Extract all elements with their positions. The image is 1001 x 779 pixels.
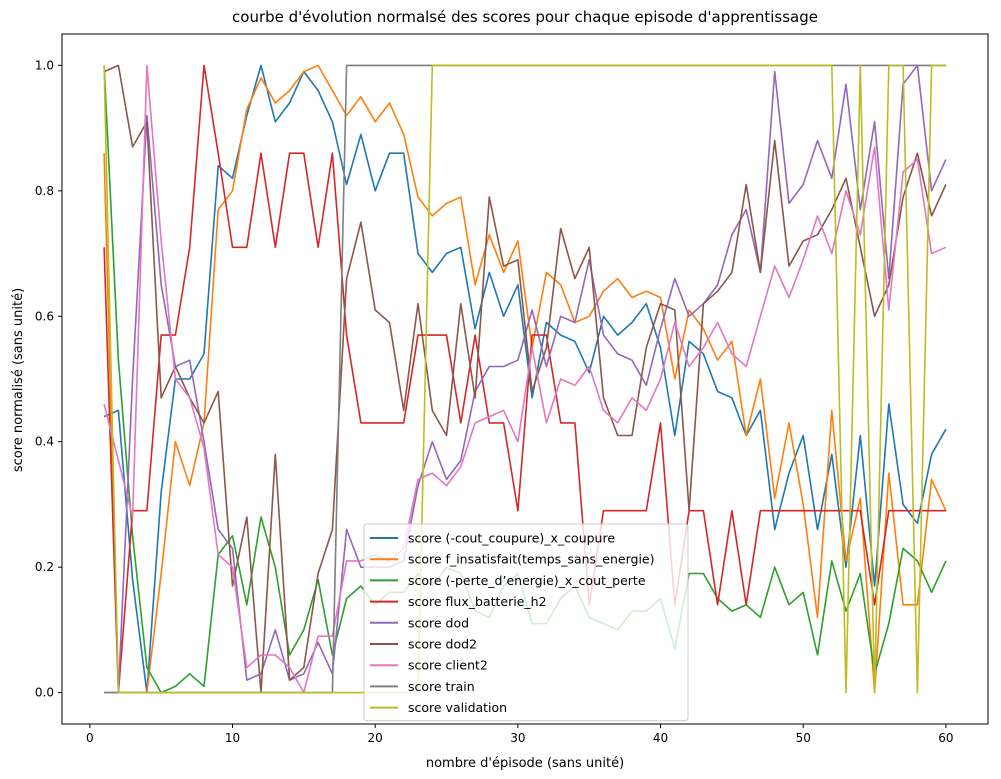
legend-entry: score f_insatisfait(temps_sans_energie)	[408, 552, 655, 567]
legend-entry: score validation	[408, 700, 507, 715]
series-line-5	[103, 64, 947, 694]
legend-entry: score client2	[408, 658, 488, 673]
x-tick-label: 10	[225, 731, 240, 745]
series-line-8	[103, 64, 946, 694]
y-tick-label: 0.6	[35, 309, 54, 323]
x-tick-label: 0	[86, 731, 94, 745]
y-tick-label: 0.2	[35, 560, 54, 574]
legend-entry: score (-perte_d’energie)_x_cout_perte	[408, 573, 646, 588]
series-line-1	[103, 64, 947, 694]
x-tick-label: 20	[368, 731, 383, 745]
legend-entry: score train	[408, 679, 475, 694]
x-axis-label: nombre d'épisode (sans unité)	[426, 756, 624, 771]
chart-title: courbe d'évolution normalsé des scores p…	[232, 8, 818, 26]
y-tick-label: 1.0	[35, 58, 54, 72]
x-tick-label: 40	[653, 731, 668, 745]
series-line-6	[103, 64, 947, 694]
legend-entry: score dod2	[408, 637, 477, 652]
series-line-3	[103, 64, 946, 694]
y-tick-label: 0.8	[35, 184, 54, 198]
y-tick-label: 0.0	[35, 686, 54, 700]
legend-entry: score flux_batterie_h2	[408, 594, 547, 609]
legend-entry: score dod	[408, 615, 469, 630]
legend-box	[363, 523, 689, 722]
x-tick-label: 60	[938, 731, 953, 745]
plot-area: 0 10 20 30 40 50 60 0.0 0.2 0.4 0.6 0.8 1.0	[35, 33, 989, 745]
legend-entry: score (-cout_coupure)_x_coupure	[408, 531, 615, 546]
plot-frame	[61, 33, 989, 725]
y-axis-label: score normalisé (sans unité)	[11, 288, 26, 472]
y-tick-label: 0.4	[35, 435, 54, 449]
x-tick-label: 30	[510, 731, 525, 745]
series-line-4	[104, 64, 947, 694]
x-tick-label: 50	[796, 731, 811, 745]
